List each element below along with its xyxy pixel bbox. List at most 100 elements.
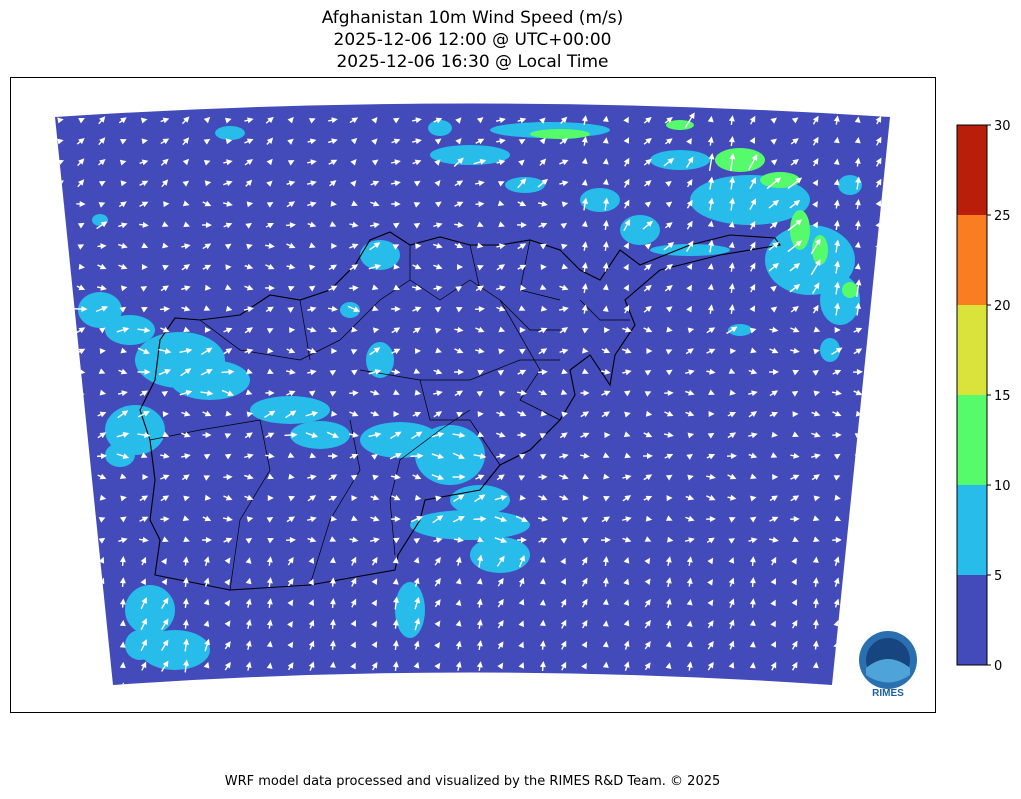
wind-arrow bbox=[202, 243, 212, 250]
wind-arrow bbox=[432, 515, 444, 524]
wind-arrow bbox=[791, 619, 798, 629]
wind-arrow bbox=[181, 410, 191, 417]
wind-arrow bbox=[706, 494, 716, 501]
wind-arrow bbox=[643, 284, 652, 292]
wind-zone-5-10 bbox=[140, 630, 210, 670]
wind-arrow bbox=[393, 411, 400, 418]
wind-arrow bbox=[581, 517, 589, 523]
wind-arrow bbox=[728, 538, 736, 544]
wind-zone-5-10 bbox=[470, 537, 530, 573]
wind-arrow bbox=[412, 473, 422, 480]
wind-arrow bbox=[560, 640, 567, 650]
wind-arrow bbox=[244, 284, 254, 291]
wind-arrow bbox=[603, 473, 610, 480]
wind-arrow bbox=[454, 242, 464, 249]
wind-arrow bbox=[267, 538, 274, 544]
wind-arrow bbox=[602, 115, 609, 123]
wind-arrow bbox=[749, 598, 756, 608]
wind-arrow bbox=[350, 620, 356, 627]
wind-arrow bbox=[518, 662, 525, 669]
wind-arrow bbox=[518, 305, 526, 311]
wind-arrow bbox=[98, 116, 106, 125]
wind-arrow bbox=[245, 389, 253, 395]
wind-arrow bbox=[770, 661, 777, 671]
wind-arrow bbox=[580, 432, 590, 439]
wind-arrow bbox=[309, 242, 316, 249]
wind-arrow bbox=[308, 599, 315, 606]
wind-arrow bbox=[560, 619, 567, 629]
utc-time: 2025-12-06 12:00 @ UTC+00:00 bbox=[333, 30, 612, 50]
wind-arrow bbox=[623, 556, 630, 564]
wind-arrow bbox=[560, 598, 567, 608]
wind-arrow bbox=[329, 370, 337, 376]
wind-arrow bbox=[602, 241, 609, 251]
wind-arrow bbox=[728, 557, 735, 564]
wind-arrow bbox=[307, 536, 317, 543]
wind-arrow bbox=[685, 410, 695, 417]
wind-arrow bbox=[201, 347, 213, 355]
wind-arrow bbox=[412, 327, 421, 334]
wind-arrow bbox=[161, 179, 169, 188]
wind-arrow bbox=[708, 389, 715, 395]
wind-arrow bbox=[602, 220, 609, 231]
wind-arrow bbox=[812, 556, 819, 563]
wind-arrow bbox=[414, 596, 421, 610]
wind-arrow bbox=[412, 159, 422, 166]
wind-arrow bbox=[646, 348, 653, 355]
wind-arrow bbox=[224, 557, 231, 565]
wind-arrow bbox=[643, 453, 653, 460]
wind-arrow bbox=[286, 368, 296, 375]
wind-arrow bbox=[642, 220, 654, 230]
wind-arrow bbox=[414, 494, 422, 501]
colorbar-segment bbox=[957, 395, 987, 485]
wind-arrow bbox=[331, 242, 338, 249]
wind-arrow bbox=[267, 495, 274, 502]
wind-arrow bbox=[623, 599, 630, 606]
wind-arrow bbox=[517, 537, 527, 544]
wind-arrow bbox=[811, 431, 821, 438]
wind-arrow bbox=[854, 136, 861, 144]
wind-arrow bbox=[307, 326, 317, 333]
wind-arrow bbox=[622, 326, 632, 333]
wind-arrow bbox=[854, 220, 861, 230]
wind-arrow bbox=[411, 284, 422, 291]
wind-arrow bbox=[370, 180, 380, 187]
wind-arrow bbox=[496, 159, 506, 166]
wind-arrow bbox=[603, 327, 611, 334]
wind-zone-5-10 bbox=[580, 188, 620, 212]
wind-arrow bbox=[539, 284, 547, 290]
wind-arrow bbox=[455, 286, 463, 292]
wind-arrow bbox=[685, 369, 695, 376]
wind-arrow bbox=[496, 264, 506, 271]
wind-arrow bbox=[245, 179, 253, 187]
wind-arrow bbox=[539, 137, 546, 145]
wind-arrow bbox=[139, 536, 149, 543]
wind-arrow bbox=[182, 619, 189, 629]
wind-arrow bbox=[202, 431, 212, 438]
wind-arrow bbox=[287, 578, 294, 587]
wind-arrow bbox=[372, 474, 379, 481]
wind-arrow bbox=[477, 369, 485, 376]
wind-arrow bbox=[623, 304, 630, 314]
wind-arrow bbox=[350, 662, 356, 670]
wind-arrow bbox=[350, 180, 357, 187]
wind-arrow bbox=[202, 221, 212, 228]
wind-arrow bbox=[141, 263, 148, 270]
wind-arrow bbox=[200, 390, 214, 397]
wind-arrow bbox=[791, 390, 799, 397]
wind-arrow bbox=[560, 222, 568, 229]
wind-arrow bbox=[495, 117, 506, 124]
wind-arrow bbox=[623, 199, 630, 209]
wind-arrow bbox=[706, 453, 716, 460]
wind-arrow bbox=[203, 475, 211, 481]
wind-arrow bbox=[309, 264, 316, 271]
wind-arrow bbox=[308, 285, 316, 292]
wind-arrow bbox=[770, 599, 776, 607]
wind-arrow bbox=[476, 640, 483, 651]
wind-arrow bbox=[853, 327, 863, 334]
wind-arrow bbox=[393, 537, 400, 544]
wind-arrow bbox=[875, 157, 882, 167]
wind-arrow bbox=[623, 578, 630, 586]
wind-arrow bbox=[729, 389, 736, 396]
wind-arrow bbox=[434, 556, 441, 566]
